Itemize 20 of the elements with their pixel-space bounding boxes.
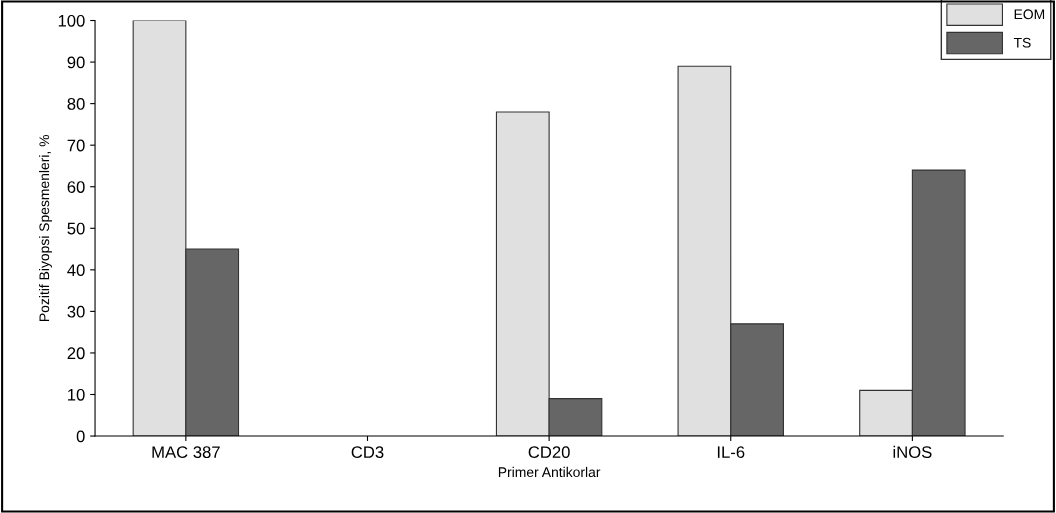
legend-label: EOM bbox=[1014, 9, 1045, 20]
x-tick-label: IL-6 bbox=[717, 446, 745, 459]
y-tick-label: 100 bbox=[58, 14, 85, 27]
y-tick-label: 20 bbox=[67, 347, 85, 360]
y-tick-label: 60 bbox=[67, 181, 85, 193]
y-tick-label: 50 bbox=[67, 222, 85, 235]
x-tick-label: CD3 bbox=[351, 446, 384, 459]
x-tick-label: MAC 387 bbox=[152, 446, 220, 459]
y-tick-label: 30 bbox=[67, 305, 85, 318]
x-tick-label: CD20 bbox=[528, 446, 570, 459]
y-tick-label: 40 bbox=[67, 264, 85, 277]
y-tick-label: 0 bbox=[76, 430, 85, 443]
y-tick-label: 90 bbox=[67, 56, 85, 69]
y-tick-label: 10 bbox=[68, 388, 85, 401]
y-tick-label: 80 bbox=[67, 98, 85, 110]
y-axis-title: Pozitif Biyopsi Spesmenleri, % bbox=[39, 134, 52, 321]
x-tick-label: iNOS bbox=[893, 445, 932, 459]
x-axis-title: Primer Antikorlar bbox=[498, 466, 601, 478]
legend-label: TS bbox=[1013, 37, 1031, 48]
y-tick-label: 70 bbox=[67, 139, 85, 152]
